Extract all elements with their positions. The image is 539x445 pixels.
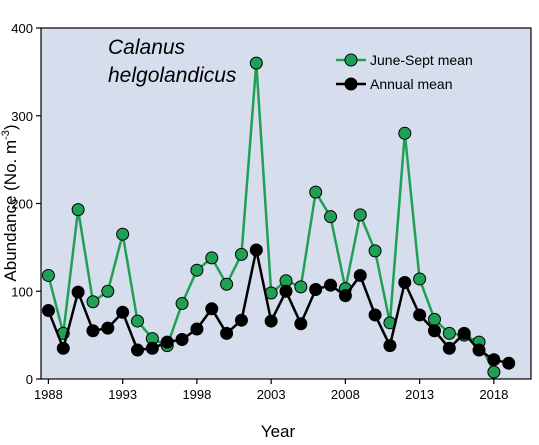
point-june-sept-mean-2015 (442, 326, 456, 340)
point-june-sept-mean-2013 (413, 272, 427, 286)
point-june-sept-mean-2000 (220, 277, 234, 291)
legend-label-junesept: June-Sept mean (370, 52, 473, 68)
point-june-sept-mean-1993 (116, 227, 130, 241)
point-annual-mean-2009 (353, 268, 367, 282)
point-annual-mean-2018 (487, 353, 501, 367)
point-annual-mean-1994 (131, 343, 145, 357)
point-june-sept-mean-1999 (205, 251, 219, 265)
point-annual-mean-2014 (427, 324, 441, 338)
point-annual-mean-1992 (101, 321, 115, 335)
point-annual-mean-1988 (41, 304, 55, 318)
point-june-sept-mean-2014 (427, 312, 441, 326)
point-annual-mean-2019 (502, 356, 516, 370)
x-axis-title: Year (261, 422, 296, 441)
point-annual-mean-1991 (86, 324, 100, 338)
point-june-sept-mean-2001 (234, 247, 248, 261)
point-annual-mean-2010 (368, 308, 382, 322)
x-tick-label-2008: 2008 (331, 387, 360, 402)
point-annual-mean-2000 (220, 326, 234, 340)
series-layer (41, 56, 516, 379)
point-annual-mean-1990 (71, 285, 85, 299)
point-june-sept-mean-1998 (190, 263, 204, 277)
x-tick-label-1988: 1988 (34, 387, 63, 402)
point-june-sept-mean-1988 (41, 268, 55, 282)
y-tick-label-100: 100 (11, 284, 33, 299)
point-annual-mean-2003 (264, 314, 278, 328)
axes: 0 100 200 300 400 1988 1993 1998 2003 2008 2013 201… (11, 21, 508, 402)
point-june-sept-mean-2018 (487, 365, 501, 379)
point-june-sept-mean-1997 (175, 297, 189, 311)
point-annual-mean-1995 (145, 341, 159, 355)
point-annual-mean-2004 (279, 284, 293, 298)
y-axis-title: Abundance (No. m-3) (0, 124, 20, 281)
legend-label-annual: Annual mean (370, 76, 453, 92)
point-june-sept-mean-1990 (71, 203, 85, 217)
point-annual-mean-1996 (160, 335, 174, 349)
point-annual-mean-2005 (294, 317, 308, 331)
point-annual-mean-2015 (442, 341, 456, 355)
point-june-sept-mean-1991 (86, 295, 100, 309)
point-june-sept-mean-2007 (324, 210, 338, 224)
y-tick-label-200: 200 (11, 197, 33, 212)
x-tick-label-1998: 1998 (182, 387, 211, 402)
point-annual-mean-1997 (175, 333, 189, 347)
plot-area (40, 27, 532, 380)
legend-marker-annual (344, 77, 358, 91)
point-june-sept-mean-2010 (368, 244, 382, 258)
point-annual-mean-2011 (383, 339, 397, 353)
point-annual-mean-1998 (190, 322, 204, 336)
x-tick-label-1993: 1993 (108, 387, 137, 402)
y-tick-label-400: 400 (11, 21, 33, 36)
y-axis-title-close: ) (1, 124, 20, 130)
y-axis-title-sup: -3 (0, 130, 12, 140)
point-annual-mean-2006 (309, 282, 323, 296)
point-june-sept-mean-1994 (131, 314, 145, 328)
legend: June-Sept mean Annual mean (336, 52, 473, 92)
point-annual-mean-2007 (324, 278, 338, 292)
point-june-sept-mean-1992 (101, 284, 115, 298)
y-tick-label-300: 300 (11, 109, 33, 124)
y-tick-label-0: 0 (26, 372, 33, 387)
point-june-sept-mean-2006 (309, 185, 323, 199)
x-tick-label-2013: 2013 (405, 387, 434, 402)
point-annual-mean-2017 (472, 343, 486, 357)
species-label-line2: helgolandicus (108, 64, 237, 87)
point-annual-mean-2012 (398, 275, 412, 289)
point-annual-mean-1999 (205, 302, 219, 316)
point-annual-mean-2008 (338, 289, 352, 303)
series-annual-mean (41, 243, 516, 370)
point-annual-mean-2016 (457, 326, 471, 340)
legend-marker-junesept (344, 53, 358, 67)
x-tick-label-2018: 2018 (479, 387, 508, 402)
point-annual-mean-2002 (249, 243, 263, 257)
point-june-sept-mean-2009 (353, 208, 367, 222)
species-label-line1: Calanus (108, 36, 186, 59)
point-annual-mean-1989 (56, 341, 70, 355)
series-june-sept-mean (41, 56, 501, 379)
point-june-sept-mean-2012 (398, 126, 412, 140)
point-annual-mean-2001 (234, 313, 248, 327)
point-annual-mean-2013 (413, 308, 427, 322)
x-tick-label-2003: 2003 (257, 387, 286, 402)
y-axis-title-main: Abundance (No. m (1, 140, 20, 282)
point-june-sept-mean-2005 (294, 280, 308, 294)
point-june-sept-mean-2002 (249, 56, 263, 70)
point-annual-mean-1993 (116, 305, 130, 319)
